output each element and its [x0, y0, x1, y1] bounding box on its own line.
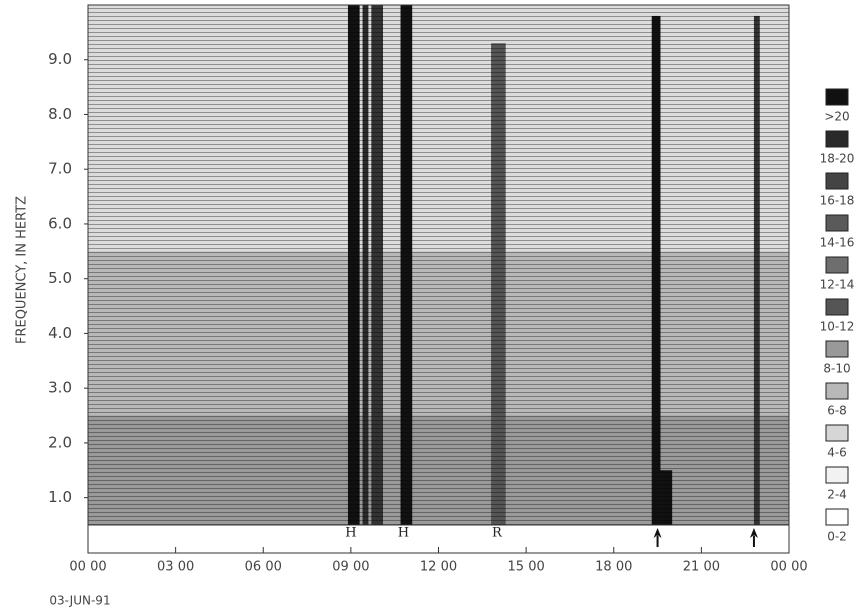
legend-swatch — [825, 298, 849, 316]
legend-label: 0-2 — [827, 530, 847, 544]
legend-label: 2-4 — [827, 488, 847, 502]
x-tick-label: 00 00 — [69, 560, 106, 575]
legend-swatch — [825, 424, 849, 442]
annotation: R — [492, 526, 503, 541]
x-tick-label: 21 00 — [683, 560, 720, 575]
legend-label: 16-18 — [820, 194, 855, 208]
x-tick-label: 15 00 — [508, 560, 545, 575]
legend-swatch — [825, 508, 849, 526]
y-tick-label: 3.0 — [48, 379, 72, 397]
legend-swatch — [825, 130, 849, 148]
legend-swatch — [825, 256, 849, 274]
y-tick-label: 9.0 — [48, 50, 72, 68]
arrow-marker — [653, 528, 662, 547]
legend-swatch — [825, 340, 849, 358]
y-tick-label: 5.0 — [48, 269, 72, 287]
date-label: 03-JUN-91 — [49, 594, 110, 608]
y-tick-label: 4.0 — [48, 324, 72, 342]
annotation: H — [398, 526, 409, 541]
x-tick-label: 09 00 — [332, 560, 369, 575]
legend-label: 10-12 — [820, 320, 855, 334]
x-tick-label: 18 00 — [595, 560, 632, 575]
legend-swatch — [825, 466, 849, 484]
annotation: H — [345, 526, 356, 541]
legend-swatch — [825, 382, 849, 400]
y-tick-label: 7.0 — [48, 160, 72, 178]
legend-swatch — [825, 172, 849, 190]
x-tick-label: 12 00 — [420, 560, 457, 575]
y-tick-label: 6.0 — [48, 214, 72, 232]
y-tick-label: 8.0 — [48, 105, 72, 123]
arrow-marker — [749, 528, 758, 547]
legend-swatch — [825, 214, 849, 232]
legend-label: 4-6 — [827, 446, 847, 460]
legend-swatch — [825, 88, 849, 106]
legend-label: 12-14 — [820, 278, 855, 292]
x-tick-label: 06 00 — [245, 560, 282, 575]
x-tick-label: 00 00 — [770, 560, 807, 575]
legend-label: >20 — [824, 110, 849, 124]
hatch-overlay — [88, 5, 789, 525]
legend-label: 18-20 — [820, 152, 855, 166]
y-tick-label: 1.0 — [48, 488, 72, 506]
legend-label: 14-16 — [820, 236, 855, 250]
x-tick-label: 03 00 — [157, 560, 194, 575]
legend-label: 6-8 — [827, 404, 847, 418]
y-axis-label: FREQUENCY, IN HERTZ — [15, 196, 30, 344]
y-tick-label: 2.0 — [48, 433, 72, 451]
legend-label: 8-10 — [823, 362, 850, 376]
